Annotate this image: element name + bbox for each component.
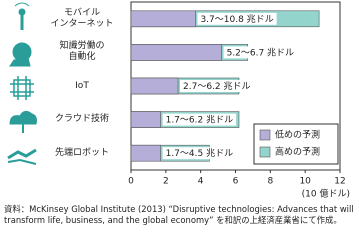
bar [130, 77, 179, 95]
label-bg [223, 46, 298, 59]
range-label: 1.7～6.2 兆ドル [166, 115, 234, 126]
category-label: モバイル インターネット [50, 7, 114, 29]
source-note: 資料：McKinsey Global Institute (2013) “Dis… [4, 204, 354, 225]
x-tick-label: 2 [163, 177, 169, 187]
label-bg [162, 147, 237, 160]
x-tick-label: 6 [233, 177, 239, 187]
label-bg [162, 113, 237, 126]
category-label: IoT [75, 80, 89, 91]
category-label: 先端ロボット [54, 147, 109, 158]
bar [130, 44, 222, 61]
category-label: クラウド技術 [54, 114, 109, 125]
range-label: 3.7～10.8 兆ドル [200, 14, 273, 25]
legend-swatch [259, 146, 271, 158]
legend-label: 高めの予測 [275, 146, 320, 158]
label-bg [180, 80, 254, 92]
bar [130, 111, 161, 128]
x-tick-label: 12 [334, 177, 345, 187]
chart: 0 2 4 6 8 10 12(10 億ドル) 3.7～10.8 兆ドル 5.2～6.7 兆ドル… [7, 1, 350, 200]
label-bg [197, 12, 277, 25]
x-tick-label: 0 [128, 177, 134, 187]
x-axis-label: (10 億ドル) [302, 188, 350, 200]
bar [130, 10, 196, 28]
category-label: 知識労働の 自動化 [59, 41, 105, 63]
x-tick-label: 4 [198, 177, 204, 187]
icons [7, 2, 37, 165]
legend-label: 低めの予測 [275, 129, 320, 141]
range-label: 1.7～4.5 兆ドル [166, 148, 234, 159]
x-tick-label: 10 [299, 177, 311, 187]
x-tick-label: 8 [267, 177, 273, 187]
bar [130, 144, 161, 162]
range-label: 2.7～6.2 兆ドル [183, 81, 251, 92]
range-label: 5.2～6.7 兆ドル [227, 47, 294, 58]
legend-swatch [259, 129, 271, 141]
